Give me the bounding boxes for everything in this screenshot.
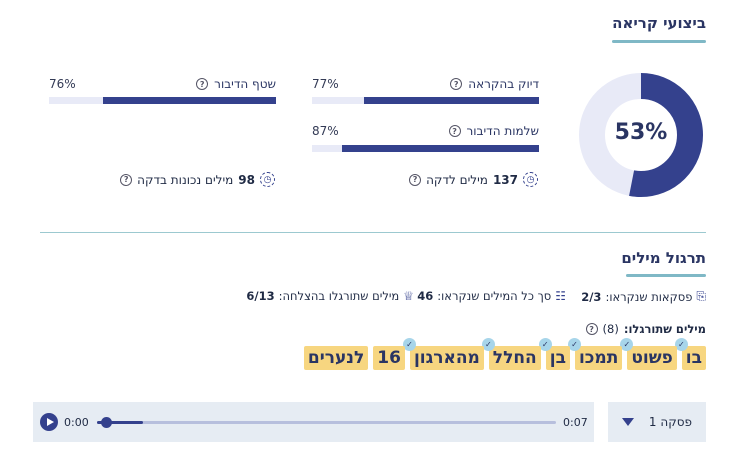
practiced-word[interactable]: מהארגון ✓ <box>402 338 484 370</box>
timer-icon: ◷ <box>523 172 538 187</box>
performance-title: ביצועי קריאה <box>612 14 706 32</box>
practiced-word[interactable]: בו ✓ <box>674 338 706 370</box>
accuracy-bar-fill <box>364 97 539 104</box>
completeness-bar <box>312 145 539 152</box>
practiced-help-icon[interactable]: ? <box>585 323 598 335</box>
words-per-minute-stat: ◷ 137 מילים לדקה ? <box>409 172 538 187</box>
check-icon: ✓ <box>481 338 495 351</box>
correct-words-per-minute-stat: ◷ 98 מילים נכונות בדקה ? <box>120 172 275 187</box>
completeness-value: 87% <box>312 124 339 138</box>
passage-select-value: פסקה 1 <box>648 415 692 429</box>
accuracy-help-icon[interactable]: ? <box>450 78 463 90</box>
practiced-word[interactable]: החלל ✓ <box>481 338 541 370</box>
overall-score-label: 53% <box>614 120 668 145</box>
audio-scrubber[interactable] <box>97 417 556 428</box>
section-divider <box>40 232 706 233</box>
practiced-word[interactable]: בן ✓ <box>538 338 570 370</box>
wpm-help-icon[interactable]: ? <box>409 173 422 186</box>
check-icon: ✓ <box>402 338 416 351</box>
check-icon: ✓ <box>620 338 634 351</box>
play-button[interactable] <box>40 413 58 431</box>
trophy-icon: ♕ <box>403 289 414 303</box>
accuracy-label: דיוק בהקראה ? <box>450 77 539 91</box>
fluency-label: שטף הדיבור ? <box>196 77 276 91</box>
fluency-help-icon[interactable]: ? <box>196 78 209 90</box>
donut-value-arc <box>579 73 703 197</box>
fluency-value: 76% <box>49 77 76 91</box>
accuracy-bar <box>312 97 539 104</box>
total-time: 0:07 <box>563 416 588 429</box>
performance-title-underline <box>612 40 706 43</box>
completeness-help-icon[interactable]: ? <box>448 125 461 137</box>
practiced-word[interactable]: פשוט ✓ <box>620 338 677 370</box>
wcpm-help-icon[interactable]: ? <box>120 173 133 186</box>
success-words-summary: ♕ מילים שתורגלו בהצלחה: 6/13 <box>246 289 414 303</box>
audio-scrubber-knob[interactable] <box>101 417 113 428</box>
book-icon: ⎘ <box>696 289 706 303</box>
practiced-words-header: מילים שתורגלו: (8) ? <box>585 322 706 336</box>
practiced-words-list: בו ✓ פשוט ✓ תמכו ✓ בן ✓ החלל ✓ מהארגון ✓ 16 לנערים <box>303 338 706 370</box>
check-icon: ✓ <box>674 338 688 351</box>
fluency-bar-fill <box>103 97 276 104</box>
completeness-bar-fill <box>341 145 539 152</box>
passage-select[interactable]: פסקה 1 <box>608 402 706 442</box>
completeness-label: שלמות הדיבור ? <box>448 124 539 138</box>
fluency-bar <box>49 97 276 104</box>
accuracy-value: 77% <box>312 77 339 91</box>
current-time: 0:00 <box>64 416 89 429</box>
practiced-word[interactable]: 16 <box>373 346 405 370</box>
chevron-down-icon <box>622 418 634 426</box>
practiced-word[interactable]: לנערים <box>303 346 369 370</box>
practiced-word[interactable]: תמכו ✓ <box>567 338 623 370</box>
total-words-summary: ☷ סך כל המילים שנקראו: 46 <box>417 289 566 303</box>
audio-player: 0:00 0:07 <box>33 402 594 442</box>
list-icon: ☷ <box>555 289 566 303</box>
timer-icon: ◷ <box>260 172 275 187</box>
check-icon: ✓ <box>538 338 552 351</box>
practice-title-underline <box>626 274 706 277</box>
check-icon: ✓ <box>567 338 581 351</box>
audio-scrubber-buffer <box>97 421 143 424</box>
practice-title: תרגול מילים <box>621 249 706 267</box>
overall-score-donut <box>579 73 703 197</box>
passages-read-summary: ⎘ פסקאות שנקראו: 2/3 <box>581 289 706 304</box>
